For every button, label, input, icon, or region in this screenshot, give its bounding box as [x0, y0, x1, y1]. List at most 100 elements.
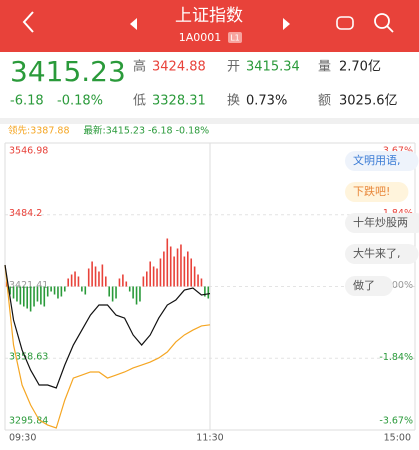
- header-bar: [0, 0, 419, 52]
- volume-bar: [91, 261, 93, 287]
- volume-bar: [186, 251, 189, 287]
- volume-bar: [115, 286, 117, 299]
- volume-bar: [197, 274, 199, 287]
- y-tick-label: 3546.98: [9, 146, 48, 157]
- comment-bubble: [345, 151, 419, 171]
- volume-bar: [19, 286, 22, 305]
- volume-bar: [43, 286, 46, 307]
- badge-bg: [228, 32, 242, 43]
- x-tick-label: 11:30: [196, 433, 223, 444]
- back-button[interactable]: [22, 11, 34, 33]
- legend-text: 领先:3387.88: [8, 125, 70, 137]
- volume-bar: [180, 244, 182, 287]
- volume-bar: [204, 286, 206, 297]
- stat-value: 3025.6亿: [339, 94, 398, 109]
- change-pct: -0.18%: [57, 94, 103, 109]
- volume-bar: [159, 258, 162, 287]
- code: 1A0001: [179, 31, 222, 44]
- volume-bar: [29, 286, 32, 312]
- volume-bar: [118, 278, 121, 287]
- stat-value: 0.73%: [246, 94, 287, 109]
- volume-bar: [70, 274, 73, 287]
- volume-bar: [16, 286, 18, 302]
- price-line: [4, 264, 211, 389]
- y2-tick-label: -1.84%: [379, 352, 413, 363]
- volume-bar: [156, 268, 158, 287]
- volume-bar: [40, 286, 42, 305]
- volume-bar: [125, 281, 128, 287]
- volume-bar: [163, 251, 165, 287]
- volume-bar: [139, 286, 141, 302]
- comment-bubble: [345, 182, 409, 202]
- volume-bar: [67, 278, 70, 287]
- volume-bar: [128, 286, 131, 292]
- volume-bar: [176, 248, 179, 287]
- stat-label: 低: [133, 94, 146, 109]
- volume-bar: [33, 286, 35, 307]
- volume-bar: [193, 266, 196, 287]
- price: 3415.23: [10, 55, 126, 88]
- price-line: [4, 264, 211, 429]
- stat-label: 开: [227, 60, 240, 75]
- volume-bar: [57, 286, 59, 299]
- title: 上证指数: [175, 6, 243, 26]
- x-tick-label: 09:30: [9, 433, 36, 444]
- volume-bar: [84, 286, 87, 295]
- volume-bar: [149, 261, 152, 287]
- volume-bar: [166, 238, 169, 287]
- y2-tick-label: -3.67%: [379, 416, 413, 427]
- stat-value: 3328.31: [152, 94, 206, 109]
- y-tick-label: 3358.63: [9, 352, 48, 363]
- volume-bar: [26, 286, 29, 309]
- stat-label: 高: [133, 59, 146, 75]
- volume-bar: [200, 278, 203, 287]
- volume-bar: [142, 276, 145, 287]
- volume-bar: [190, 258, 193, 287]
- stat-label: 换: [227, 94, 240, 109]
- stat-label: 量: [318, 60, 331, 75]
- comment-text: 做了: [353, 278, 375, 292]
- comment-bubble: [345, 276, 393, 296]
- volume-bar: [108, 286, 111, 297]
- volume-bar: [53, 286, 56, 295]
- x-tick-label: 15:00: [384, 433, 411, 444]
- volume-bar: [101, 264, 104, 287]
- volume-bar: [74, 271, 76, 287]
- y2-tick-label: 0.00%: [383, 280, 413, 291]
- separator: [0, 118, 419, 124]
- comment-text: 十年炒股两: [353, 215, 408, 229]
- comment-text: 下跌吧!: [353, 184, 390, 198]
- volume-bar: [46, 286, 49, 297]
- y-tick-label: 3295.84: [9, 416, 48, 427]
- prev-button[interactable]: [130, 18, 137, 30]
- volume-bar: [9, 286, 11, 295]
- comment-text: 大牛来了,: [353, 246, 401, 260]
- volume-bar: [207, 286, 210, 299]
- volume-bar: [135, 286, 138, 305]
- stat-label: 额: [318, 94, 331, 109]
- volume-bar: [77, 276, 80, 287]
- volume-bar: [152, 266, 155, 287]
- volume-bar: [50, 286, 52, 292]
- volume-bar: [81, 286, 83, 292]
- legend-text: 最新:3415.23 -6.18 -0.18%: [84, 125, 210, 137]
- stat-value: 3415.34: [246, 60, 300, 75]
- volume-bar: [87, 268, 90, 287]
- volume-bar: [111, 286, 114, 302]
- search-icon[interactable]: [374, 13, 390, 29]
- y-tick-label: 3421.41: [9, 280, 48, 291]
- volume-bar: [22, 286, 25, 307]
- volume-bar: [63, 286, 66, 292]
- comment-bubble: [345, 213, 419, 233]
- volume-bar: [104, 276, 107, 287]
- robot-icon[interactable]: [336, 16, 354, 30]
- comment-text: 文明用语,: [353, 153, 401, 167]
- volume-bar: [122, 274, 124, 287]
- volume-bar: [183, 256, 186, 287]
- comment-bubble: [345, 244, 419, 264]
- next-button[interactable]: [283, 18, 290, 30]
- search-handle: [386, 25, 394, 33]
- y-tick-label: 3484.2: [9, 208, 42, 219]
- volume-bar: [94, 266, 97, 287]
